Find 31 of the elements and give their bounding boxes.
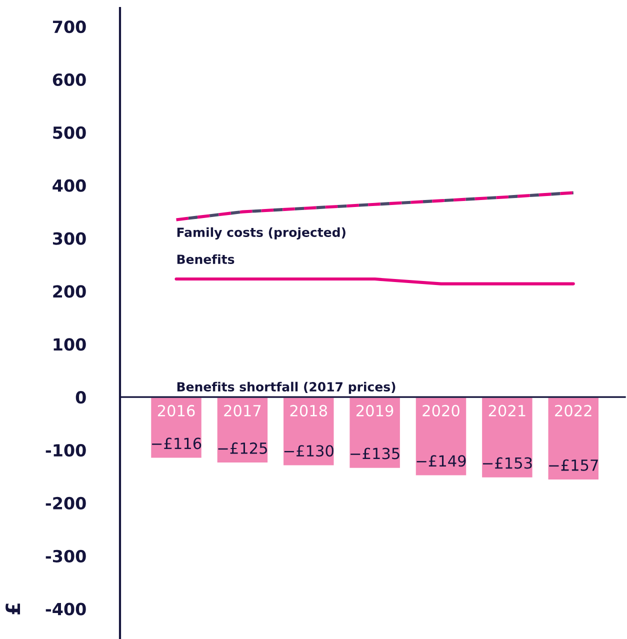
- y-tick-label: -300: [46, 550, 86, 562]
- y-tick-label: 500: [53, 126, 86, 139]
- data-label: −£157: [549, 459, 598, 471]
- y-tick-label: -400: [46, 602, 86, 616]
- series-label: Benefits shortfall (2017 prices): [177, 382, 396, 394]
- y-axis-title: £: [6, 604, 20, 614]
- data-label: −£135: [350, 448, 400, 460]
- data-label: −£149: [416, 455, 466, 467]
- y-tick-label: 0: [76, 391, 86, 404]
- data-label: −£116: [152, 438, 202, 450]
- x-tick-label: 2017: [224, 404, 261, 416]
- x-tick-label: 2022: [555, 404, 592, 416]
- x-tick-label: 2018: [290, 404, 328, 416]
- series-label: Benefits: [177, 254, 234, 264]
- x-tick-label: 2016: [158, 404, 195, 416]
- x-tick-label: 2020: [422, 404, 460, 416]
- y-tick-label: 200: [53, 285, 86, 298]
- y-tick-label: 600: [52, 73, 86, 86]
- y-tick-label: -100: [46, 444, 86, 457]
- data-label: −£130: [284, 445, 334, 457]
- line-series: [174, 191, 575, 222]
- x-tick-label: 2019: [356, 404, 394, 416]
- y-tick-label: 400: [52, 179, 86, 192]
- y-tick-label: -200: [46, 496, 86, 510]
- y-tick-label: 100: [54, 338, 86, 351]
- data-label: −£153: [482, 457, 532, 469]
- y-tick-label: 300: [52, 232, 86, 245]
- data-label: −£125: [218, 442, 267, 454]
- series-label: Family costs (projected): [177, 227, 346, 240]
- x-tick-label: 2021: [488, 404, 526, 416]
- y-tick-label: 700: [52, 20, 86, 34]
